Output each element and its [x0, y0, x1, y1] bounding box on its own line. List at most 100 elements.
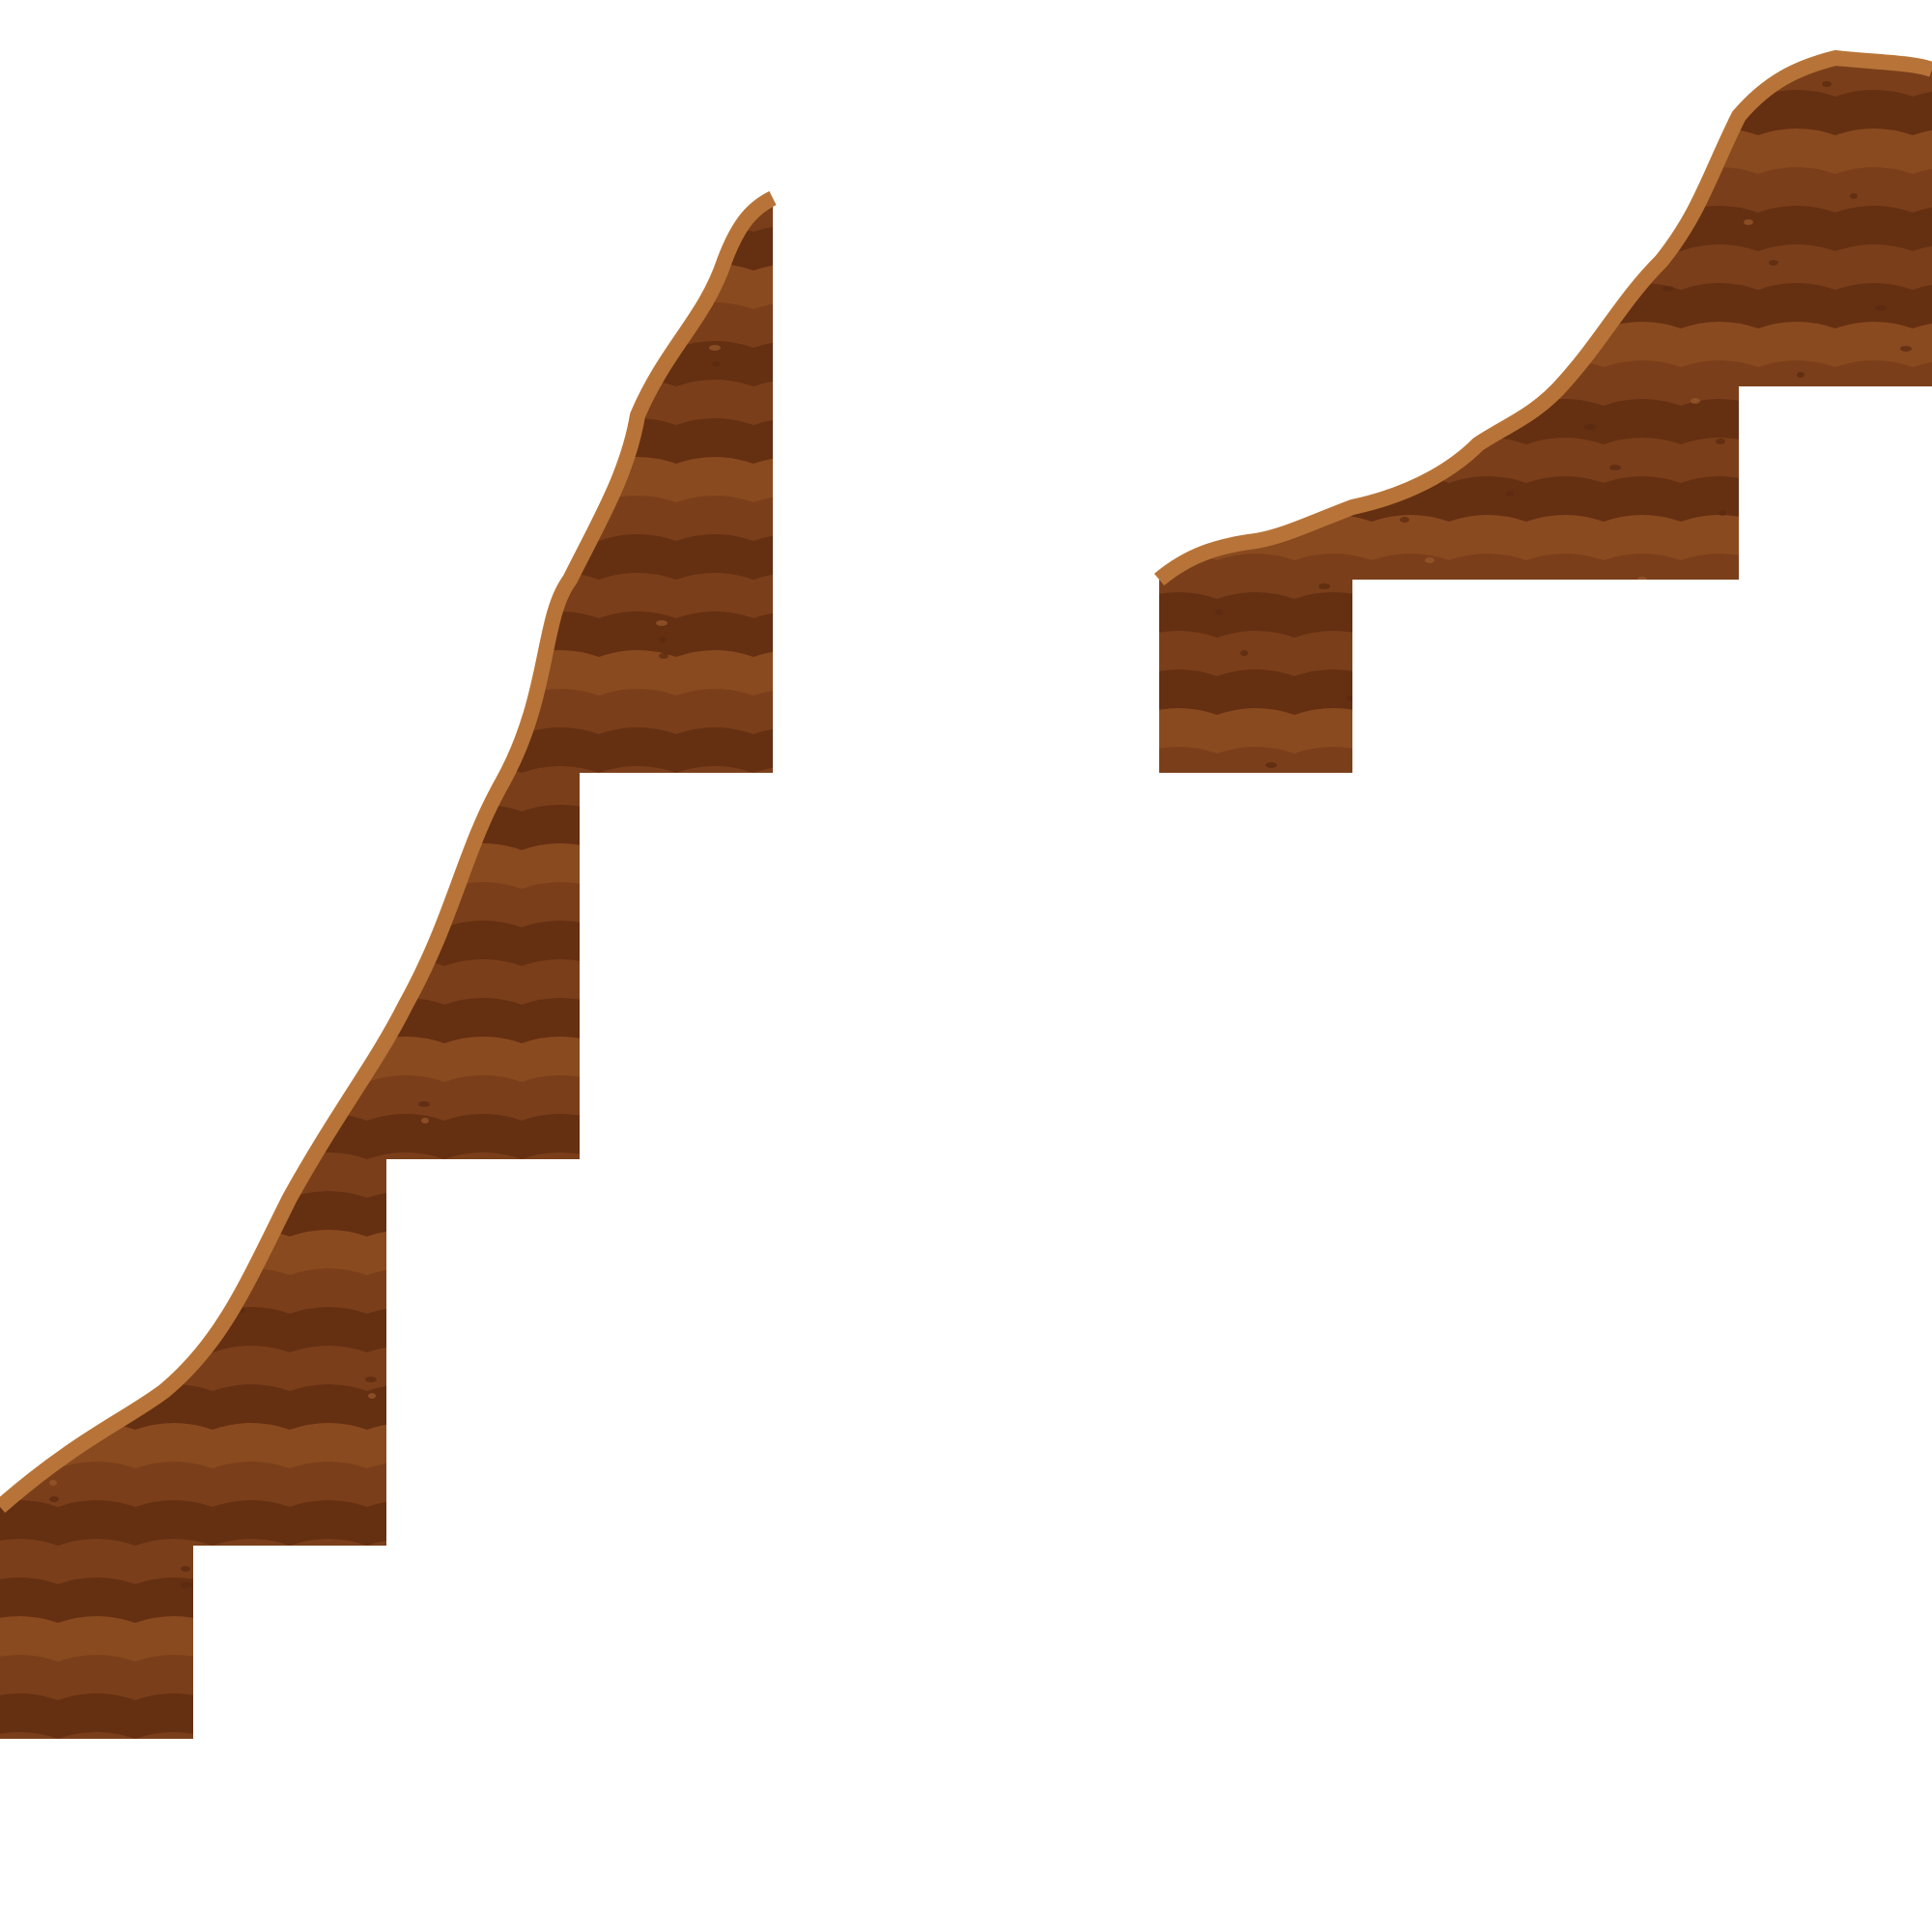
pebble-icon	[1559, 602, 1567, 608]
pebble-icon	[896, 616, 906, 622]
pebble-icon	[1716, 107, 1727, 113]
shell-icon	[262, 630, 270, 636]
pebble-icon	[393, 481, 405, 487]
pebble-icon	[1134, 676, 1144, 682]
pebble-icon	[1556, 585, 1568, 591]
pebble-icon	[130, 213, 138, 218]
pebble-icon	[1531, 1530, 1543, 1536]
pebble-icon	[950, 1462, 959, 1467]
pebble-icon	[896, 1720, 904, 1726]
shell-icon	[1478, 379, 1488, 384]
pebble-icon	[871, 1100, 879, 1106]
shell-icon	[762, 128, 774, 133]
pebble-icon	[1875, 498, 1887, 504]
pebble-icon	[128, 293, 139, 298]
pebble-icon	[393, 313, 401, 319]
pebble-icon	[578, 259, 587, 265]
pebble-icon	[1056, 911, 1065, 917]
pebble-icon	[1719, 1341, 1726, 1347]
pebble-icon	[1769, 260, 1778, 266]
shell-icon	[1134, 345, 1146, 351]
shell-icon	[815, 683, 827, 689]
shell-icon	[922, 326, 933, 331]
pebble-icon	[1400, 1444, 1409, 1450]
shell-icon	[1478, 224, 1488, 230]
pebble-icon	[128, 544, 139, 550]
shell-icon	[102, 432, 110, 438]
pebble-icon	[0, 223, 8, 229]
pebble-icon	[1637, 174, 1645, 180]
pebble-icon	[1003, 259, 1012, 265]
soil-band	[1159, 360, 1932, 773]
pebble-icon	[790, 739, 802, 745]
pebble-icon	[312, 1652, 324, 1658]
pebble-icon	[765, 1651, 773, 1657]
shell-icon	[1744, 412, 1753, 418]
soil-band	[0, 1693, 773, 1739]
pebble-icon	[606, 928, 615, 934]
pebble-icon	[1319, 583, 1330, 589]
pebble-icon	[684, 1290, 696, 1295]
pebble-icon	[1028, 299, 1037, 305]
pebble-icon	[1637, 947, 1645, 952]
pebble-icon	[1531, 603, 1543, 609]
shell-icon	[762, 1634, 773, 1640]
pebble-icon	[1769, 1049, 1780, 1055]
pebble-icon	[1900, 1119, 1912, 1124]
shell-icon	[1372, 775, 1381, 781]
pebble-icon	[1453, 669, 1461, 675]
shell-icon	[1187, 997, 1199, 1003]
soil-band	[0, 1539, 773, 1739]
pebble-icon	[684, 1273, 694, 1279]
pebble-icon	[1690, 671, 1698, 677]
shell-icon	[527, 567, 535, 573]
shell-icon	[1319, 1050, 1328, 1056]
pebble-icon	[24, 860, 32, 866]
pebble-icon	[737, 1014, 749, 1020]
pebble-icon	[631, 1548, 640, 1554]
shell-icon	[474, 649, 482, 655]
pebble-icon	[1716, 1324, 1727, 1330]
pebble-icon	[525, 534, 534, 540]
pebble-icon	[21, 167, 33, 173]
pebble-icon	[128, 141, 137, 147]
pebble-icon	[77, 391, 85, 397]
pebble-icon	[49, 1496, 59, 1502]
pebble-icon	[790, 706, 798, 712]
pebble-icon	[553, 1204, 562, 1209]
pebble-icon	[209, 670, 218, 676]
pebble-icon	[1400, 1428, 1407, 1434]
pebble-icon	[262, 395, 271, 401]
pebble-icon	[525, 68, 536, 73]
pebble-icon	[102, 1221, 112, 1227]
shell-icon	[1744, 219, 1753, 225]
pebble-icon	[950, 438, 959, 443]
pebble-icon	[975, 478, 984, 484]
pebble-icon	[1850, 193, 1858, 199]
pebble-icon	[1453, 1169, 1463, 1175]
pebble-icon	[950, 1445, 957, 1451]
pebble-icon	[1584, 1255, 1596, 1261]
pebble-icon	[446, 1738, 454, 1739]
pebble-icon	[128, 276, 137, 282]
pebble-icon	[1716, 1308, 1725, 1314]
pebble-icon	[340, 563, 352, 569]
pebble-icon	[1503, 861, 1515, 867]
pebble-icon	[631, 776, 640, 781]
pebble-icon	[209, 477, 218, 483]
pebble-icon	[1400, 114, 1407, 120]
shell-icon	[0, 55, 4, 61]
pebble-icon	[1822, 757, 1832, 763]
pebble-icon	[312, 782, 324, 788]
soil-band	[0, 1616, 773, 1739]
pebble-icon	[287, 339, 297, 345]
shell-icon	[1134, 1272, 1146, 1278]
pebble-icon	[393, 384, 405, 390]
pebble-icon	[1690, 729, 1698, 735]
shell-icon	[815, 1359, 827, 1365]
pebble-icon	[499, 358, 509, 364]
pebble-icon	[1347, 696, 1356, 701]
pebble-icon	[790, 571, 798, 577]
pebble-icon	[1769, 663, 1780, 668]
